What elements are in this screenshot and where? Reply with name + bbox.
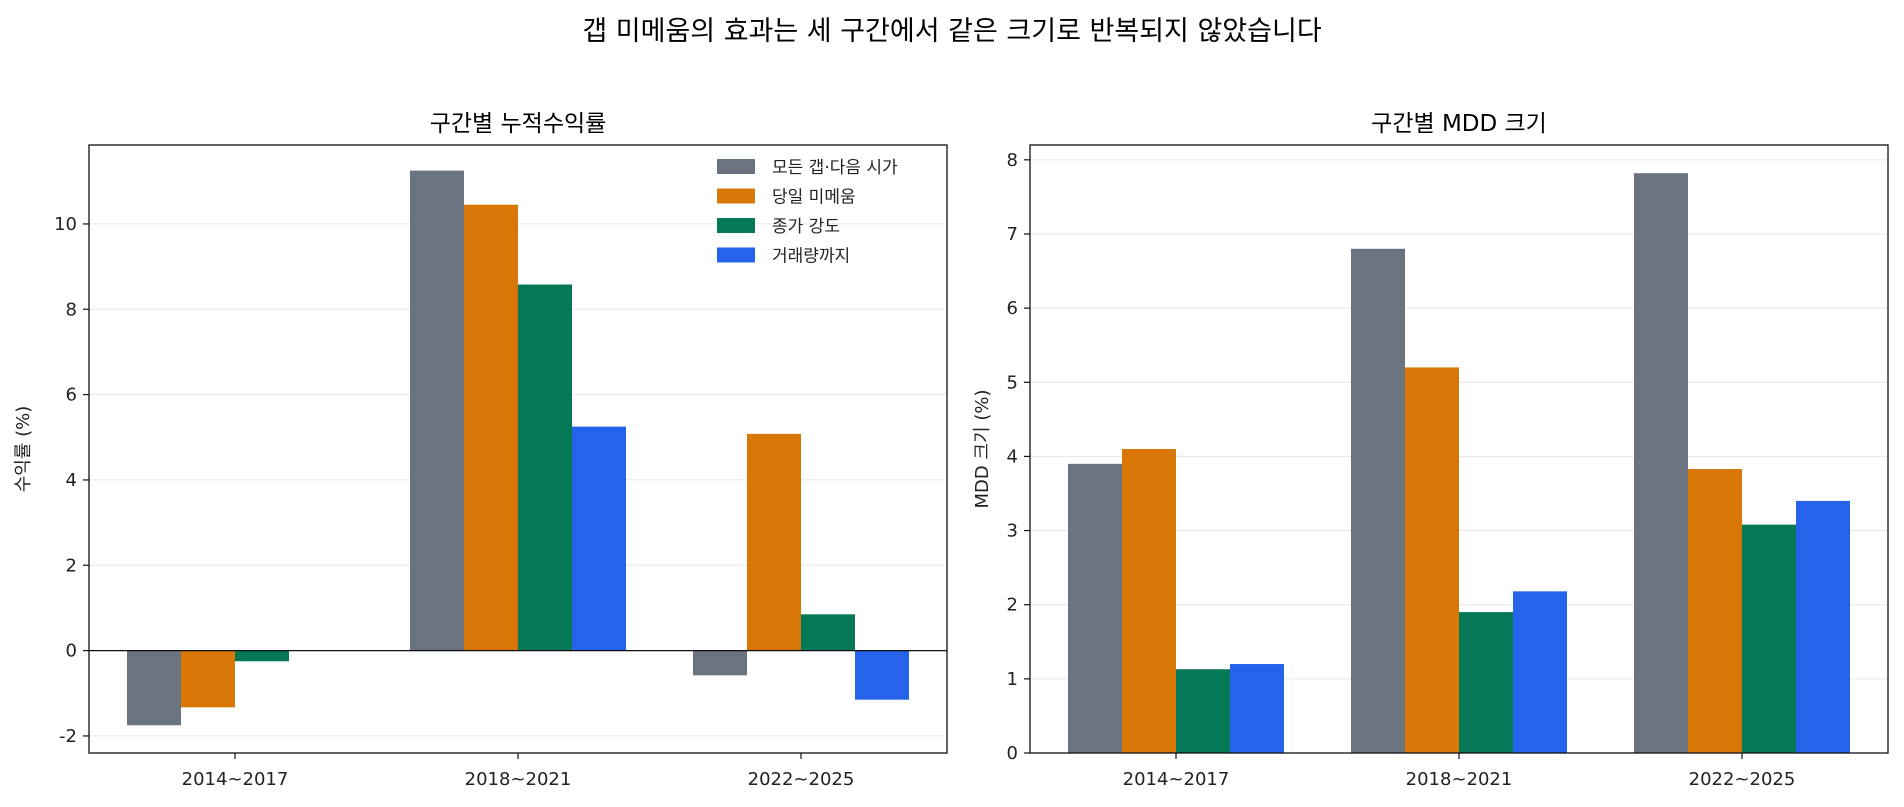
panel-title: 구간별 MDD 크기 — [1371, 111, 1547, 137]
bar — [1634, 173, 1688, 754]
bar — [572, 426, 626, 651]
y-tick-label: 8 — [1007, 150, 1018, 171]
bar — [1176, 669, 1230, 753]
y-axis-label: 수익률 (%) — [13, 406, 34, 493]
bar — [1122, 449, 1176, 753]
x-tick-label: 2018~2021 — [465, 769, 572, 790]
bar — [855, 650, 909, 700]
legend-swatch — [717, 159, 755, 174]
y-tick-label: 5 — [1007, 372, 1018, 393]
bar — [747, 433, 801, 651]
y-tick-label: 2 — [1007, 595, 1018, 616]
y-tick-label: 10 — [54, 214, 77, 235]
y-tick-label: 4 — [1007, 446, 1018, 467]
y-tick-label: 0 — [1007, 743, 1018, 764]
y-tick-label: 0 — [66, 641, 77, 662]
legend-label: 당일 미메움 — [772, 188, 856, 208]
x-tick-label: 2014~2017 — [182, 769, 289, 790]
y-axis-label: MDD 크기 (%) — [972, 390, 993, 509]
bar — [235, 650, 289, 662]
bar — [1405, 367, 1459, 753]
bar — [410, 170, 464, 651]
mdd-panel: 구간별 MDD 크기 0 1 2 3 4 5 6 7 8 2014~2017 2018~2021 202… — [972, 111, 1889, 790]
x-tick-label: 2022~2025 — [1689, 769, 1796, 790]
x-tick-label: 2022~2025 — [748, 769, 855, 790]
bar — [1459, 612, 1513, 753]
y-tick-label: 4 — [66, 470, 77, 491]
bar — [693, 650, 747, 676]
y-tick-label: 7 — [1007, 224, 1018, 245]
y-tick-label: 8 — [66, 299, 77, 320]
legend-label: 종가 강도 — [772, 217, 840, 237]
legend-label: 거래량까지 — [772, 247, 850, 267]
y-tick-label: 1 — [1007, 669, 1018, 690]
bar — [181, 650, 235, 708]
bar — [801, 614, 855, 651]
bar — [1796, 500, 1850, 753]
bar — [464, 204, 518, 651]
panel-title: 구간별 누적수익률 — [430, 111, 607, 137]
legend-swatch — [717, 188, 755, 204]
returns-panel: 구간별 누적수익률 -2 0 2 4 6 8 10 2014~2017 2018~2021 2022… — [13, 111, 948, 790]
y-tick-label: -2 — [59, 726, 77, 747]
bar — [1351, 248, 1405, 753]
y-tick-label: 6 — [1007, 298, 1018, 319]
bar — [1742, 524, 1796, 753]
bar — [1068, 463, 1122, 753]
y-tick-label: 3 — [1007, 521, 1018, 542]
bar — [1688, 469, 1742, 753]
bar — [1513, 591, 1567, 753]
x-tick-label: 2014~2017 — [1123, 769, 1230, 790]
bar — [1230, 664, 1284, 753]
bar — [518, 284, 572, 651]
figure-title: 갭 미메움의 효과는 세 구간에서 같은 크기로 반복되지 않았습니다 — [582, 16, 1321, 47]
y-tick-label: 2 — [66, 555, 77, 576]
legend-swatch — [717, 218, 755, 233]
legend-label: 모든 갭·다음 시가 — [772, 158, 898, 178]
bar — [127, 650, 181, 726]
x-tick-label: 2018~2021 — [1406, 769, 1513, 790]
legend-swatch — [717, 247, 755, 263]
y-tick-label: 6 — [66, 385, 77, 406]
